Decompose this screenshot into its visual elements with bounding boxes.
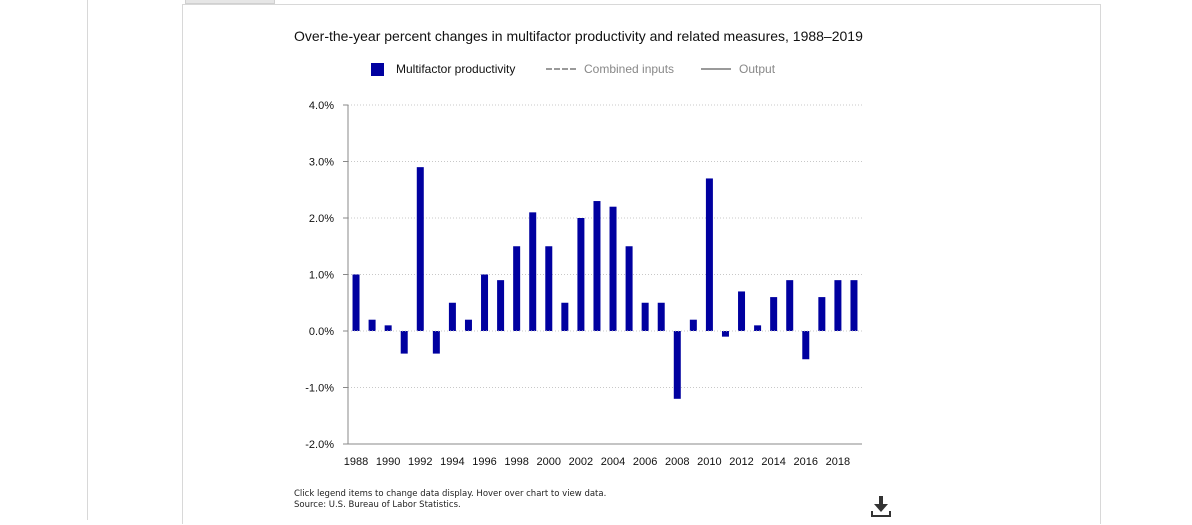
bar-1994[interactable] <box>448 302 456 331</box>
bar-2008[interactable] <box>673 331 681 399</box>
bar-2006[interactable] <box>641 302 649 331</box>
bar-2005[interactable] <box>625 246 633 331</box>
x-tick-label: 2018 <box>826 456 850 468</box>
x-tick-label: 2004 <box>601 456 625 468</box>
tab-stub[interactable] <box>185 0 275 4</box>
bar-2002[interactable] <box>577 218 585 331</box>
legend-label: Output <box>739 62 776 76</box>
legend-swatch-dashed-line <box>546 68 576 70</box>
bar-1996[interactable] <box>481 274 489 332</box>
bar-1989[interactable] <box>368 319 376 331</box>
chart-note: Click legend items to change data displa… <box>294 489 607 499</box>
bar-2010[interactable] <box>705 178 713 331</box>
page-frame-left <box>87 0 88 520</box>
bar-2004[interactable] <box>609 206 617 331</box>
chart-panel <box>182 4 1101 524</box>
y-tick-label: 0.0% <box>309 326 334 338</box>
y-tick-label: 2.0% <box>309 213 334 225</box>
bar-2000[interactable] <box>545 246 553 331</box>
download-button[interactable] <box>868 494 894 520</box>
legend-label: Multifactor productivity <box>396 62 516 76</box>
legend-label: Combined inputs <box>584 62 675 76</box>
legend-item-combined-inputs[interactable]: Combined inputs <box>546 61 674 77</box>
x-tick-label: 1996 <box>472 456 496 468</box>
x-tick-label: 1994 <box>440 456 464 468</box>
x-tick-label: 2016 <box>794 456 818 468</box>
bar-2016[interactable] <box>802 331 810 360</box>
x-tick-label: 2014 <box>761 456 785 468</box>
x-tick-label: 1990 <box>376 456 400 468</box>
bar-2018[interactable] <box>834 280 842 331</box>
bar-2015[interactable] <box>786 280 794 331</box>
legend-item-multifactor-productivity[interactable]: Multifactor productivity <box>371 61 515 77</box>
bar-1995[interactable] <box>464 319 472 331</box>
x-tick-label: 1988 <box>344 456 368 468</box>
x-tick-label: 2000 <box>537 456 561 468</box>
chart-title: Over-the-year percent changes in multifa… <box>294 28 863 44</box>
y-tick-label: -1.0% <box>305 383 334 395</box>
y-tick-label: 3.0% <box>309 157 334 169</box>
bar-1988[interactable] <box>352 274 360 332</box>
x-tick-label: 1998 <box>504 456 528 468</box>
bar-2007[interactable] <box>657 302 665 331</box>
bar-1990[interactable] <box>384 325 392 331</box>
bar-2001[interactable] <box>561 302 569 331</box>
bar-1993[interactable] <box>432 331 440 354</box>
chart-notes: Click legend items to change data displa… <box>294 489 606 511</box>
bar-2013[interactable] <box>754 325 762 331</box>
bar-1998[interactable] <box>513 246 521 331</box>
y-tick-label: 4.0% <box>309 100 334 112</box>
bar-2017[interactable] <box>818 297 826 331</box>
bar-2019[interactable] <box>850 280 858 331</box>
x-tick-label: 1992 <box>408 456 432 468</box>
bar-2009[interactable] <box>689 319 697 331</box>
bar-1997[interactable] <box>497 280 505 331</box>
x-tick-label: 2006 <box>633 456 657 468</box>
y-tick-label: 1.0% <box>309 270 334 282</box>
x-tick-label: 2012 <box>729 456 753 468</box>
bar-2014[interactable] <box>770 297 778 331</box>
download-icon <box>871 496 891 517</box>
bar-2011[interactable] <box>721 331 729 337</box>
bar-2012[interactable] <box>738 291 746 331</box>
y-tick-label: -2.0% <box>305 439 334 451</box>
bar-2003[interactable] <box>593 201 601 331</box>
bar-1992[interactable] <box>416 167 424 331</box>
x-tick-label: 2010 <box>697 456 721 468</box>
bar-1991[interactable] <box>400 331 408 354</box>
chart-source: Source: U.S. Bureau of Labor Statistics. <box>294 500 461 510</box>
legend-item-output[interactable]: Output <box>701 61 775 77</box>
legend-swatch-bar <box>371 62 384 76</box>
x-tick-label: 2008 <box>665 456 689 468</box>
legend-swatch-solid-line <box>701 68 731 70</box>
bar-1999[interactable] <box>529 212 537 331</box>
x-tick-label: 2002 <box>569 456 593 468</box>
